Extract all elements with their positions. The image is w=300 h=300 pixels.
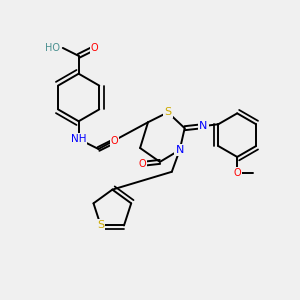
Text: S: S — [97, 220, 104, 230]
Text: O: O — [233, 168, 241, 178]
Text: O: O — [138, 159, 146, 169]
Text: S: S — [164, 107, 171, 117]
Text: N: N — [176, 145, 184, 155]
Text: O: O — [110, 136, 118, 146]
Text: O: O — [91, 43, 98, 53]
Text: N: N — [199, 121, 208, 131]
Text: HO: HO — [45, 43, 60, 53]
Text: NH: NH — [71, 134, 86, 144]
